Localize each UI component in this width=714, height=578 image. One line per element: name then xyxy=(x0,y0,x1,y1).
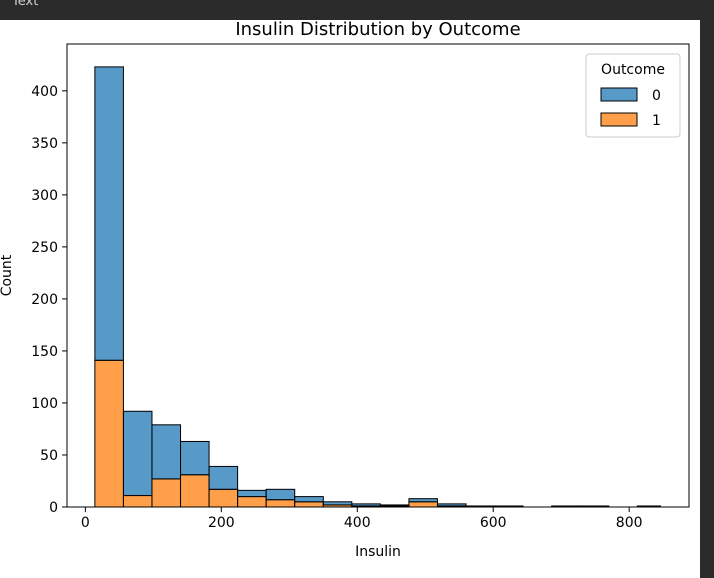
y-tick-label: 350 xyxy=(31,136,58,152)
bar-outcome-1 xyxy=(151,478,182,508)
x-tick-label: 400 xyxy=(344,515,371,531)
x-tick-label: 600 xyxy=(480,515,507,531)
bar-outcome-1 xyxy=(265,499,296,508)
x-axis-label: Insulin xyxy=(355,544,401,560)
notebook-toolbar: Text xyxy=(0,0,714,20)
cell-type-label: Text xyxy=(12,0,39,9)
y-tick-label: 400 xyxy=(31,84,58,100)
y-tick-label: 100 xyxy=(31,396,58,412)
histogram-bars xyxy=(94,66,661,508)
plot-frame xyxy=(66,43,690,508)
bar-outcome-0 xyxy=(94,66,124,361)
y-axis-ticks: 0 50 100 150 200 250 300 350 400 xyxy=(31,84,67,516)
y-tick-label: 250 xyxy=(31,240,58,256)
y-axis-label: Count xyxy=(0,254,15,296)
bar-outcome-1 xyxy=(208,488,239,508)
bar-outcome-0 xyxy=(122,410,153,497)
chart-title: Insulin Distribution by Outcome xyxy=(235,19,520,40)
bar-outcome-1 xyxy=(294,501,324,508)
y-tick-label: 0 xyxy=(49,500,58,516)
y-tick-label: 150 xyxy=(31,344,58,360)
legend-label-1: 1 xyxy=(652,113,661,129)
legend-label-0: 0 xyxy=(652,88,661,104)
bar-outcome-0 xyxy=(180,440,210,476)
y-tick-label: 200 xyxy=(31,292,58,308)
x-axis-ticks: 0 200 400 600 800 xyxy=(81,507,643,531)
bar-outcome-0 xyxy=(436,503,467,507)
legend-title: Outcome xyxy=(601,62,665,78)
bar-outcome-0 xyxy=(379,504,410,507)
bar-outcome-0 xyxy=(208,465,239,490)
bar-outcome-0 xyxy=(408,498,438,503)
x-tick-label: 0 xyxy=(81,515,90,531)
bar-outcome-1 xyxy=(122,495,153,508)
y-tick-label: 300 xyxy=(31,188,58,204)
bar-outcome-0 xyxy=(294,496,324,503)
x-tick-label: 800 xyxy=(616,515,643,531)
x-tick-label: 200 xyxy=(208,515,235,531)
bar-outcome-0 xyxy=(351,503,381,507)
bar-outcome-0 xyxy=(151,424,182,480)
y-tick-label: 50 xyxy=(40,448,58,464)
bar-outcome-1 xyxy=(237,496,267,508)
bar-outcome-1 xyxy=(94,359,124,508)
scrollbar[interactable] xyxy=(700,20,714,578)
bar-outcome-1 xyxy=(180,474,210,508)
legend-swatch-0 xyxy=(600,87,638,102)
bar-outcome-0 xyxy=(237,489,267,498)
bar-outcome-0 xyxy=(265,488,296,501)
legend: Outcome 0 1 xyxy=(585,53,681,138)
legend-swatch-1 xyxy=(600,112,638,127)
bar-outcome-1 xyxy=(408,501,438,508)
bar-outcome-0 xyxy=(322,501,353,506)
